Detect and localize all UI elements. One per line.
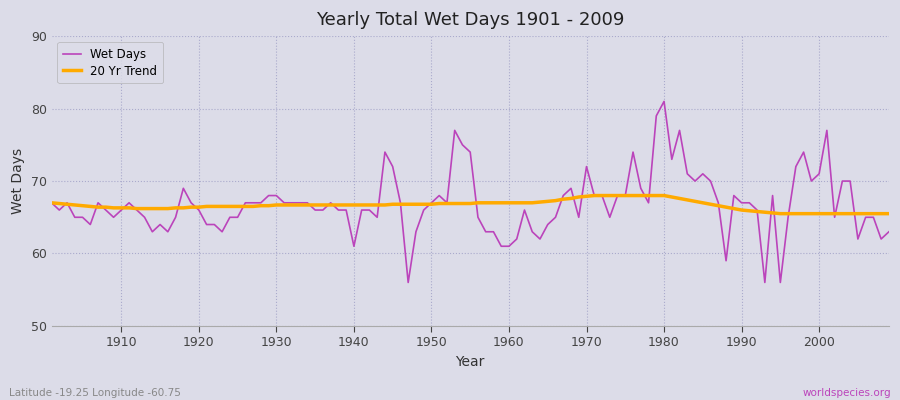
20 Yr Trend [605, 193, 616, 198]
20 Yr Trend [325, 202, 336, 207]
Wet Days [403, 280, 414, 285]
Wet Days [46, 200, 57, 205]
Wet Days [659, 99, 670, 104]
Wet Days [108, 215, 119, 220]
Wet Days [511, 237, 522, 242]
20 Yr Trend [279, 202, 290, 207]
Wet Days [605, 215, 616, 220]
Wet Days [504, 244, 515, 249]
20 Yr Trend [108, 206, 119, 210]
Wet Days [279, 200, 290, 205]
X-axis label: Year: Year [455, 355, 485, 369]
20 Yr Trend [884, 211, 895, 216]
Wet Days [884, 229, 895, 234]
20 Yr Trend [46, 200, 57, 205]
20 Yr Trend [775, 211, 786, 216]
Text: Latitude -19.25 Longitude -60.75: Latitude -19.25 Longitude -60.75 [9, 388, 181, 398]
Line: Wet Days: Wet Days [51, 102, 889, 282]
Text: worldspecies.org: worldspecies.org [803, 388, 891, 398]
Y-axis label: Wet Days: Wet Days [11, 148, 25, 214]
Legend: Wet Days, 20 Yr Trend: Wet Days, 20 Yr Trend [58, 42, 164, 84]
Title: Yearly Total Wet Days 1901 - 2009: Yearly Total Wet Days 1901 - 2009 [316, 11, 625, 29]
20 Yr Trend [496, 200, 507, 205]
Wet Days [325, 200, 336, 205]
Line: 20 Yr Trend: 20 Yr Trend [51, 196, 889, 214]
20 Yr Trend [589, 193, 599, 198]
20 Yr Trend [504, 200, 515, 205]
